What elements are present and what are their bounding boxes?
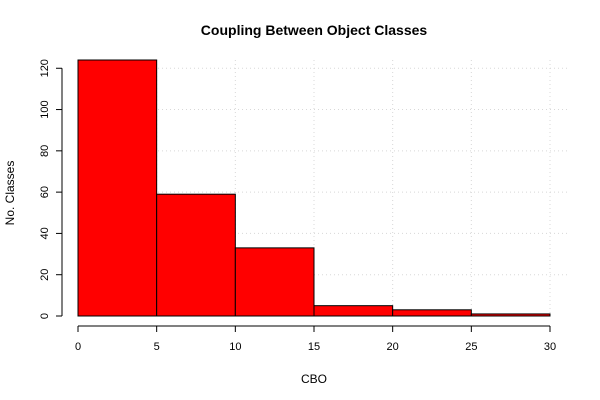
x-tick-label: 20 <box>387 341 399 353</box>
y-axis: 0 20 40 60 80 100 120 <box>39 59 63 319</box>
y-tick-label: 40 <box>39 227 51 239</box>
y-tick-label: 100 <box>39 100 51 118</box>
histogram-bar <box>234 247 315 317</box>
x-axis: 0 5 10 15 20 25 30 <box>75 325 556 353</box>
histogram-bar <box>156 193 236 317</box>
histogram-bar <box>470 313 551 317</box>
y-tick-label: 60 <box>39 186 51 198</box>
x-tick-label: 0 <box>75 341 81 353</box>
x-tick-label: 10 <box>229 341 241 353</box>
histogram-bars <box>77 59 551 317</box>
histogram-bar <box>313 305 394 317</box>
y-tick-label: 120 <box>39 59 51 77</box>
x-axis-label: CBO <box>301 372 327 386</box>
histogram-bar <box>392 309 472 317</box>
histogram-bar <box>77 59 158 317</box>
y-tick-label: 80 <box>39 145 51 157</box>
chart-title: Coupling Between Object Classes <box>201 22 428 38</box>
y-tick-label: 20 <box>39 269 51 281</box>
x-tick-label: 15 <box>308 341 320 353</box>
x-tick-label: 30 <box>544 341 556 353</box>
y-tick-label: 0 <box>39 313 51 319</box>
y-axis-label: No. Classes <box>3 161 17 226</box>
x-tick-label: 5 <box>154 341 160 353</box>
x-tick-label: 25 <box>465 341 477 353</box>
